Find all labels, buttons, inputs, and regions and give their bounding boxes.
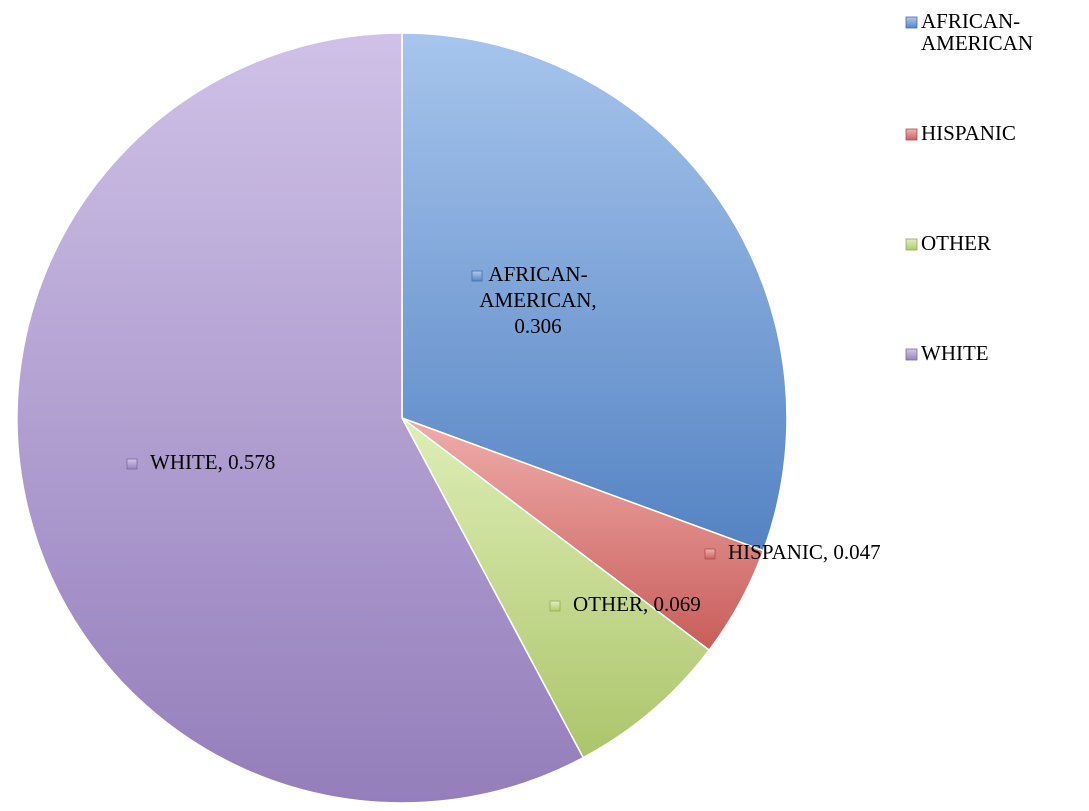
- legend-label-hispanic: HISPANIC: [921, 121, 1016, 145]
- data-label-african-american: AFRICAN-AMERICAN,0.306: [471, 262, 597, 338]
- data-label-marker-african-american: [471, 270, 483, 282]
- data-label-text-hispanic: HISPANIC, 0.047: [728, 540, 881, 564]
- legend-item-white: WHITE: [905, 341, 989, 365]
- legend-item-african-american: AFRICAN-AMERICAN: [905, 9, 1033, 55]
- legend-marker-hispanic: [905, 128, 918, 141]
- data-label-text-african-american: AFRICAN-: [488, 262, 587, 286]
- data-label-hispanic: HISPANIC, 0.047: [704, 540, 881, 564]
- legend-label-other: OTHER: [921, 231, 991, 255]
- data-label-text-white: WHITE, 0.578: [150, 450, 275, 474]
- data-label-marker-white: [126, 458, 138, 470]
- legend: AFRICAN-AMERICAN HISPANIC OTHER WHITE: [905, 9, 1033, 365]
- data-label-text-other: OTHER, 0.069: [573, 592, 701, 616]
- legend-item-other: OTHER: [905, 231, 991, 255]
- legend-item-hispanic: HISPANIC: [905, 121, 1016, 145]
- data-label-other: OTHER, 0.069: [549, 592, 701, 616]
- data-label-marker-other: [549, 600, 561, 612]
- pie-slices: [16, 32, 788, 804]
- legend-label-white: WHITE: [921, 341, 989, 365]
- data-labels: AFRICAN-AMERICAN,0.306 HISPANIC, 0.047 OTH…: [126, 262, 881, 616]
- pie-slice-african-american: [401, 32, 788, 552]
- data-label-marker-hispanic: [704, 548, 716, 560]
- legend-marker-other: [905, 238, 918, 251]
- data-label-text-african-american: 0.306: [514, 314, 561, 338]
- legend-marker-white: [905, 348, 918, 361]
- pie-slice-white: [16, 32, 585, 804]
- data-label-white: WHITE, 0.578: [126, 450, 275, 474]
- data-label-text-african-american: AMERICAN,: [479, 288, 596, 312]
- pie-slice-other: [401, 417, 711, 759]
- legend-label-african-american: AFRICAN-: [921, 9, 1020, 33]
- legend-label-african-american: AMERICAN: [921, 31, 1033, 55]
- legend-marker-african-american: [905, 16, 918, 29]
